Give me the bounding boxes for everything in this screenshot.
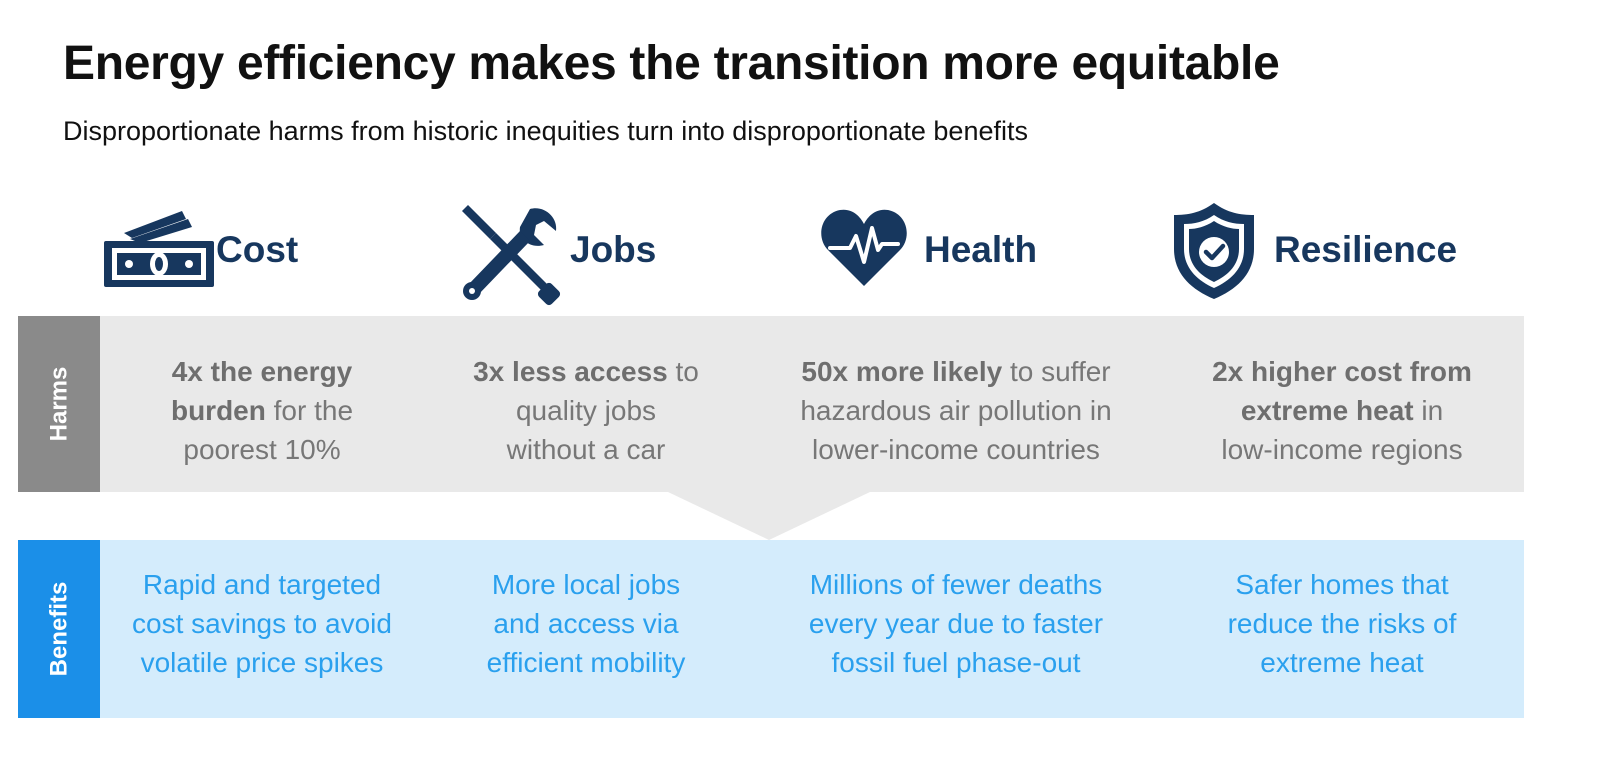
harm-text: to suffer bbox=[1002, 356, 1111, 387]
category-jobs: Jobs bbox=[460, 205, 657, 306]
benefit-text: More local jobs bbox=[491, 569, 681, 600]
benefit-cost: Rapid and targeted cost savings to avoid… bbox=[106, 565, 418, 682]
benefit-text: and access via bbox=[493, 608, 679, 639]
category-health: Health bbox=[820, 209, 1038, 286]
harm-text: hazardous air pollution in bbox=[800, 395, 1112, 426]
harm-bold: 2x higher cost from bbox=[1212, 356, 1472, 387]
harm-health: 50x more likely to suffer hazardous air … bbox=[770, 352, 1142, 469]
benefit-jobs: More local jobs and access via efficient… bbox=[436, 565, 736, 682]
benefit-text: efficient mobility bbox=[486, 647, 686, 678]
benefit-text: every year due to faster bbox=[808, 608, 1104, 639]
harms-tab: Harms bbox=[18, 316, 100, 492]
category-label: Resilience bbox=[1274, 229, 1458, 270]
harm-bold: 3x less access bbox=[473, 356, 668, 387]
benefits-label: Benefits bbox=[45, 581, 72, 677]
page-title: Energy efficiency makes the transition m… bbox=[63, 37, 1280, 90]
benefit-text: Millions of fewer deaths bbox=[809, 569, 1103, 600]
category-label: Cost bbox=[216, 229, 299, 270]
benefit-text: reduce the risks of bbox=[1227, 608, 1457, 639]
shield-check-icon bbox=[1174, 203, 1254, 299]
harms-label: Harms bbox=[45, 366, 72, 442]
benefit-text: fossil fuel phase-out bbox=[831, 647, 1081, 678]
harm-text: poorest 10% bbox=[183, 434, 341, 465]
harm-bold: burden bbox=[170, 395, 266, 426]
harm-text: in bbox=[1413, 395, 1444, 426]
harm-resilience: 2x higher cost from extreme heat in low-… bbox=[1180, 352, 1504, 469]
benefits-band bbox=[18, 540, 1524, 718]
page-subtitle: Disproportionate harms from historic ine… bbox=[63, 116, 1028, 146]
harm-bold: 50x more likely bbox=[801, 356, 1003, 387]
benefit-text: cost savings to avoid bbox=[132, 608, 392, 639]
benefit-text: extreme heat bbox=[1260, 647, 1424, 678]
benefit-text: Safer homes that bbox=[1235, 569, 1449, 600]
harm-text: lower-income countries bbox=[812, 434, 1100, 465]
harms-band bbox=[18, 316, 1524, 492]
category-cost: Cost bbox=[102, 211, 299, 287]
benefits-tab: Benefits bbox=[18, 540, 100, 718]
harm-text: quality jobs bbox=[515, 395, 657, 426]
benefit-health: Millions of fewer deaths every year due … bbox=[770, 565, 1142, 682]
harm-bold: 4x the energy bbox=[171, 356, 353, 387]
wrench-screwdriver-icon bbox=[462, 205, 561, 306]
money-bills-icon bbox=[104, 211, 214, 287]
benefit-resilience: Safer homes that reduce the risks of ext… bbox=[1180, 565, 1504, 682]
harm-text: low-income regions bbox=[1221, 434, 1463, 465]
harm-cost: 4x the energy burden for the poorest 10% bbox=[112, 352, 412, 469]
benefit-text: volatile price spikes bbox=[140, 647, 384, 678]
harm-text: without a car bbox=[506, 434, 666, 465]
harm-jobs: 3x less access to quality jobs without a… bbox=[436, 352, 736, 469]
benefit-text: Rapid and targeted bbox=[142, 569, 382, 600]
harm-text: to bbox=[667, 356, 699, 387]
category-resilience: Resilience bbox=[1172, 203, 1458, 299]
heart-pulse-icon bbox=[821, 209, 907, 286]
harm-bold: extreme heat bbox=[1240, 395, 1414, 426]
harm-text: for the bbox=[265, 395, 354, 426]
category-label: Health bbox=[924, 229, 1038, 270]
category-label: Jobs bbox=[570, 229, 657, 270]
